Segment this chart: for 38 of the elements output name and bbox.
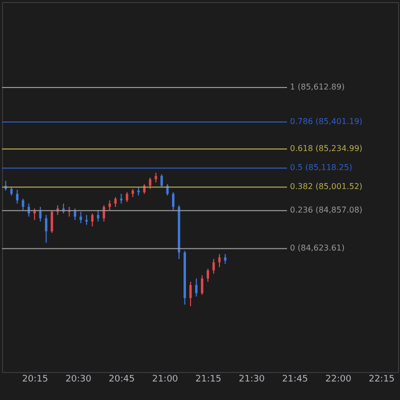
candlestick xyxy=(148,177,152,190)
ref-line-label: 0.382 (85,001.52) xyxy=(290,182,362,192)
ref-line-label: 0 (84,623.61) xyxy=(290,244,345,253)
candlestick xyxy=(96,210,100,222)
candlestick xyxy=(195,278,198,297)
candlestick xyxy=(91,212,94,227)
candlestick xyxy=(16,189,18,204)
candlestick xyxy=(80,211,82,224)
candlestick xyxy=(212,258,215,274)
x-tick-label: 20:30 xyxy=(65,374,92,384)
candlestick xyxy=(154,172,158,183)
candlestick xyxy=(218,254,221,268)
candlestick xyxy=(102,204,106,222)
candlestick xyxy=(108,200,111,211)
candlestick xyxy=(44,214,48,244)
candlestick xyxy=(172,192,174,211)
ref-line-label: 0.786 (85,401.19) xyxy=(290,116,362,126)
x-tick-label: 22:15 xyxy=(368,374,395,384)
candlestick xyxy=(189,281,192,307)
x-tick-label: 20:15 xyxy=(22,374,48,384)
candlestick xyxy=(206,268,210,282)
x-tick-label: 22:00 xyxy=(325,374,352,384)
ref-line-label: 1 (85,612.89) xyxy=(290,82,345,92)
ref-line-label: 0.5 (85,118.25) xyxy=(290,163,352,172)
x-tick-label: 21:45 xyxy=(282,374,308,384)
ref-line-label: 0.618 (85,234.99) xyxy=(290,144,362,154)
candlestick xyxy=(39,206,42,222)
ref-line-label: 0.236 (84,857.08) xyxy=(290,206,362,215)
x-tick-label: 20:45 xyxy=(108,374,135,384)
x-tick-label: 21:30 xyxy=(238,374,265,384)
candlestick xyxy=(200,274,204,296)
candlestick xyxy=(85,214,88,226)
candlestick xyxy=(120,193,122,204)
candlestick xyxy=(50,210,54,234)
candlestick xyxy=(160,174,163,188)
x-tick-label: 21:15 xyxy=(195,374,222,384)
x-tick-label: 21:00 xyxy=(152,374,178,384)
candlestick xyxy=(224,254,226,264)
